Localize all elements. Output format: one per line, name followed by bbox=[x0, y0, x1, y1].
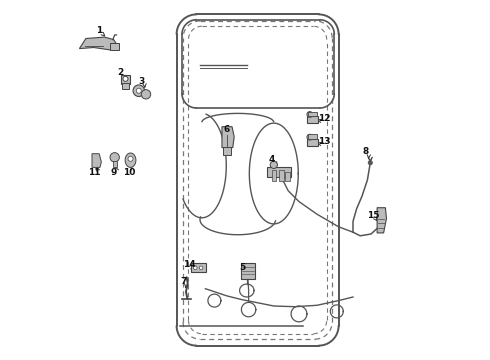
Polygon shape bbox=[308, 134, 317, 139]
Text: 6: 6 bbox=[223, 125, 229, 134]
Circle shape bbox=[141, 90, 151, 99]
Text: 12: 12 bbox=[318, 113, 330, 122]
Polygon shape bbox=[121, 75, 130, 84]
Circle shape bbox=[110, 153, 120, 162]
Circle shape bbox=[307, 134, 313, 140]
Circle shape bbox=[199, 266, 203, 270]
Circle shape bbox=[368, 161, 372, 165]
Polygon shape bbox=[222, 127, 234, 148]
Text: 15: 15 bbox=[367, 211, 379, 220]
Polygon shape bbox=[92, 154, 101, 167]
Text: 3: 3 bbox=[139, 77, 145, 85]
Polygon shape bbox=[268, 167, 291, 177]
Text: 14: 14 bbox=[183, 260, 196, 269]
Polygon shape bbox=[272, 170, 276, 181]
Polygon shape bbox=[241, 263, 255, 279]
Circle shape bbox=[128, 156, 133, 161]
Text: 5: 5 bbox=[239, 263, 245, 271]
Text: 9: 9 bbox=[110, 167, 117, 176]
Polygon shape bbox=[113, 161, 117, 167]
Text: 11: 11 bbox=[88, 167, 101, 176]
Polygon shape bbox=[307, 116, 318, 123]
Text: 10: 10 bbox=[123, 167, 135, 176]
Polygon shape bbox=[285, 172, 290, 181]
Circle shape bbox=[133, 85, 145, 96]
Polygon shape bbox=[191, 263, 206, 272]
Polygon shape bbox=[222, 147, 231, 155]
Circle shape bbox=[270, 161, 277, 168]
Text: 4: 4 bbox=[269, 154, 275, 163]
Polygon shape bbox=[110, 43, 119, 50]
Text: 1: 1 bbox=[96, 26, 102, 35]
Polygon shape bbox=[279, 170, 284, 181]
Text: 13: 13 bbox=[318, 136, 330, 145]
Text: 7: 7 bbox=[180, 277, 186, 286]
Polygon shape bbox=[307, 139, 318, 146]
Circle shape bbox=[307, 112, 313, 117]
Circle shape bbox=[123, 76, 128, 81]
Polygon shape bbox=[122, 83, 129, 89]
Polygon shape bbox=[377, 208, 387, 233]
Polygon shape bbox=[79, 37, 117, 50]
Circle shape bbox=[136, 88, 141, 93]
Text: 8: 8 bbox=[363, 148, 369, 156]
Circle shape bbox=[194, 266, 197, 270]
Polygon shape bbox=[308, 112, 317, 116]
Text: 2: 2 bbox=[118, 68, 124, 77]
Polygon shape bbox=[125, 153, 136, 167]
